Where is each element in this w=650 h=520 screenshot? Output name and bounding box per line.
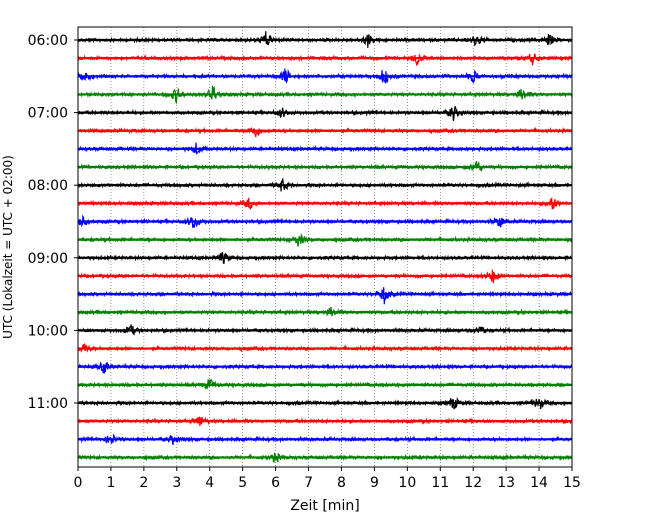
x-tick-label: 14 bbox=[530, 475, 548, 491]
x-tick-label: 6 bbox=[271, 475, 280, 491]
trace-0700 bbox=[77, 105, 573, 121]
x-tick-label: 15 bbox=[563, 475, 581, 491]
y-tick-label: 11:00 bbox=[28, 396, 68, 412]
trace-1015 bbox=[77, 343, 573, 353]
x-tick-label: 10 bbox=[398, 475, 416, 491]
vertical-grid bbox=[110, 27, 540, 467]
x-tick-label: 2 bbox=[139, 475, 148, 491]
x-tick-label: 1 bbox=[106, 475, 115, 491]
x-tick-label: 11 bbox=[431, 475, 449, 491]
x-tick-label: 7 bbox=[304, 475, 313, 491]
y-tick-label: 10:00 bbox=[28, 323, 68, 339]
x-tick-label: 5 bbox=[238, 475, 247, 491]
y-tick-label: 07:00 bbox=[28, 106, 68, 122]
trace-0745 bbox=[77, 160, 573, 173]
y-tick-label: 08:00 bbox=[28, 178, 68, 194]
y-axis-label: UTC (Lokalzeit = UTC + 02:00) bbox=[1, 155, 15, 339]
trace-0845 bbox=[77, 233, 573, 247]
x-tick-label: 13 bbox=[497, 475, 515, 491]
plot-frame bbox=[77, 26, 573, 468]
x-tick-label: 9 bbox=[370, 475, 379, 491]
y-tick-label: 09:00 bbox=[28, 251, 68, 267]
x-tick-label: 12 bbox=[464, 475, 482, 491]
x-tick-label: 8 bbox=[337, 475, 346, 491]
x-axis-ticks: 0 1 2 3 4 5 6 7 8 9 10 11 12 13 14 15 bbox=[74, 467, 581, 491]
y-tick-label: 06:00 bbox=[28, 33, 68, 49]
x-axis-label: Zeit [min] bbox=[290, 498, 359, 514]
seismogram-traces bbox=[77, 31, 573, 463]
x-tick-label: 4 bbox=[205, 475, 214, 491]
x-tick-label: 0 bbox=[74, 475, 83, 491]
y-axis-ticks: 06:00 07:00 08:00 09:00 10:00 11:00 bbox=[28, 33, 78, 412]
trace-0930 bbox=[77, 287, 573, 305]
x-tick-label: 3 bbox=[172, 475, 181, 491]
trace-0615 bbox=[77, 53, 573, 67]
